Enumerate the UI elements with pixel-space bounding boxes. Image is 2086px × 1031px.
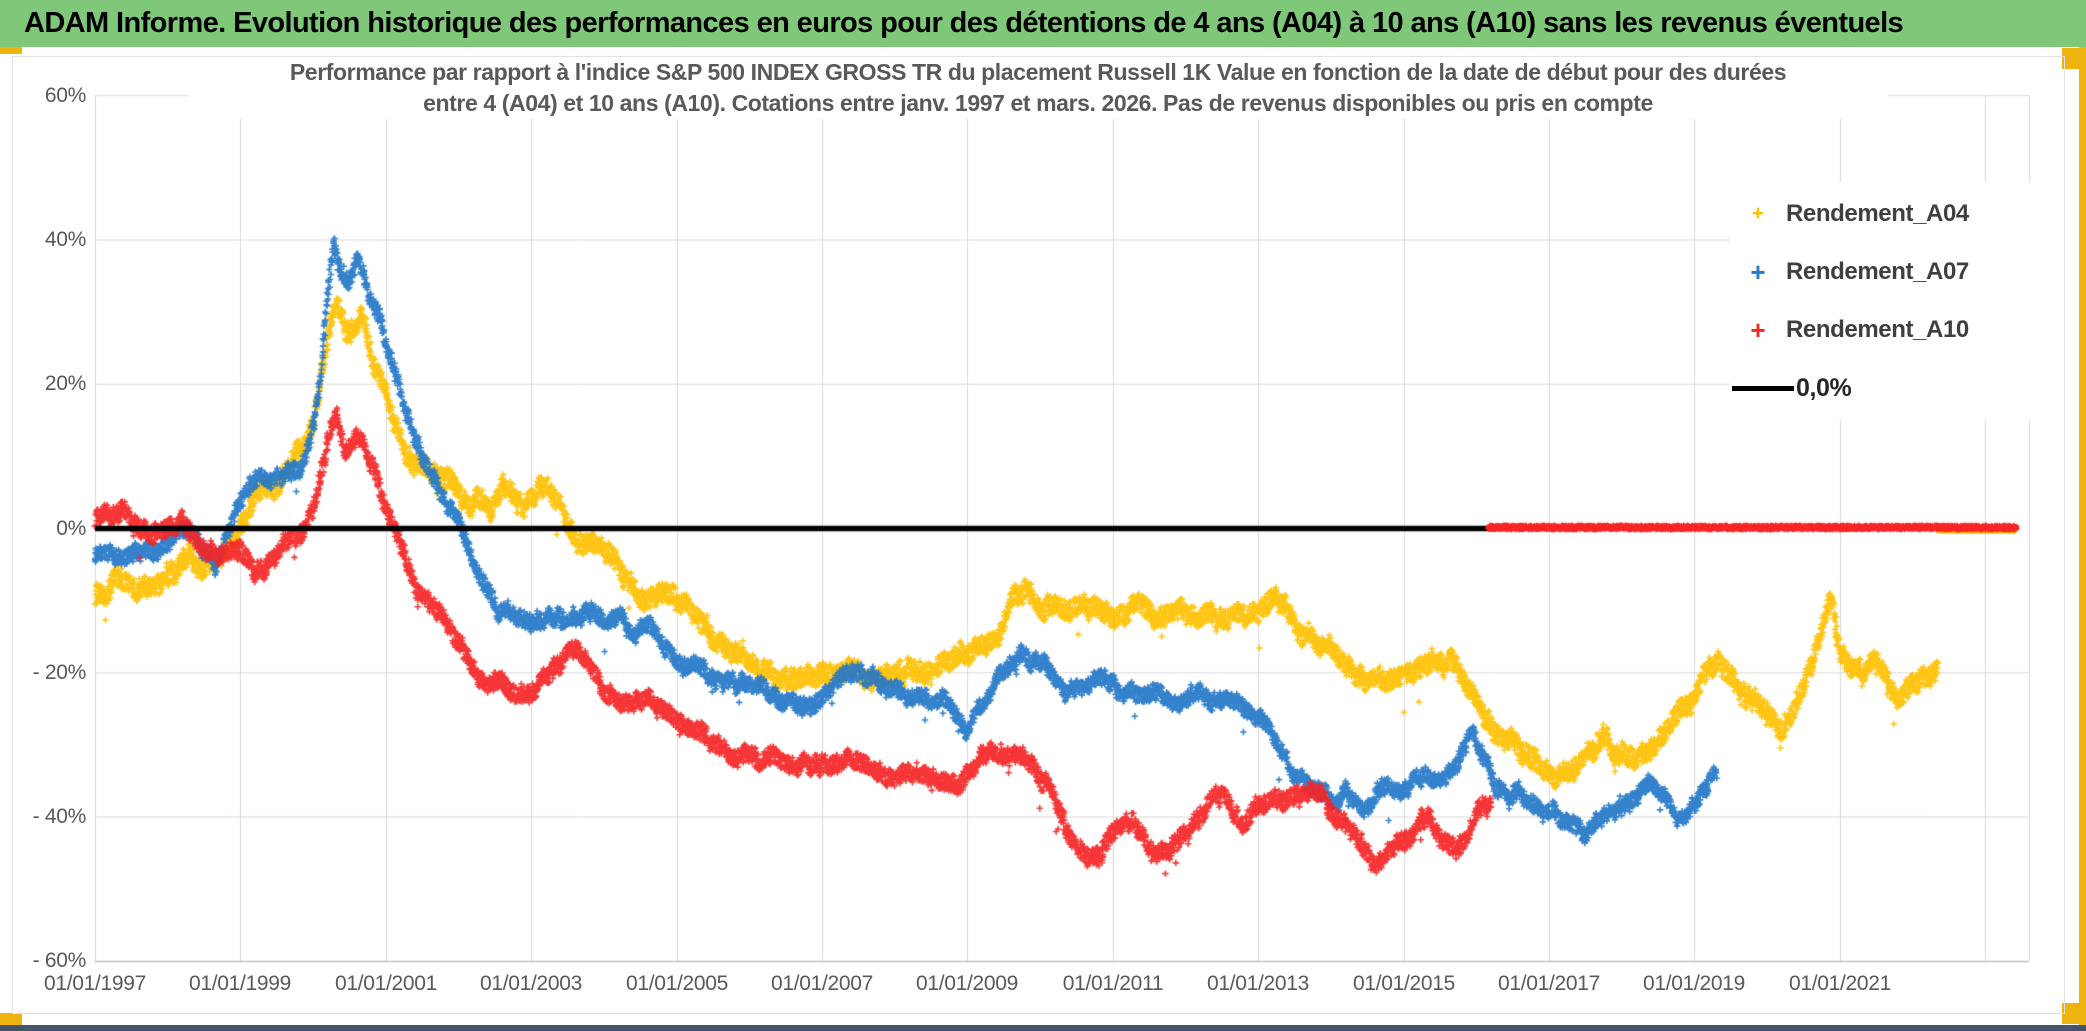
x-tick-label: 01/01/2007 <box>770 972 874 995</box>
x-tick-label: 01/01/1999 <box>188 972 292 995</box>
plus-marker-icon: + <box>1750 257 1766 287</box>
legend-label: Rendement_A07 <box>1786 258 1969 285</box>
y-tick-label: - 60% <box>32 949 87 972</box>
chart-title-line-1: Performance par rapport à l'indice S&P 5… <box>289 59 1787 85</box>
x-tick-label: 01/01/2011 <box>1062 972 1164 995</box>
x-tick-label: 01/01/1997 <box>43 972 147 995</box>
legend-item-rendement-a04: + Rendement_A04 <box>1730 188 2058 240</box>
x-tick-label: 01/01/2019 <box>1642 972 1746 995</box>
legend-label: Rendement_A04 <box>1786 200 1969 227</box>
legend-label: Rendement_A10 <box>1786 316 1969 343</box>
x-tick-label: 01/01/2001 <box>334 972 438 995</box>
plus-marker-icon: + <box>1750 315 1766 345</box>
y-tick-label: 60% <box>44 84 86 107</box>
y-tick-label: - 40% <box>32 805 87 828</box>
legend-label: 0,0% <box>1796 373 1852 402</box>
x-tick-label: 01/01/2005 <box>625 972 729 995</box>
y-tick-label: 40% <box>44 228 86 251</box>
y-tick-label: - 20% <box>32 661 87 684</box>
plus-marker-icon: + <box>1751 202 1765 225</box>
chart-title-line-2: entre 4 (A04) et 10 ans (A10). Cotations… <box>423 90 1653 116</box>
y-tick-label: 20% <box>44 372 86 395</box>
legend-item-zero-line: 0,0% <box>1730 362 2058 414</box>
y-tick-label: 0% <box>56 517 86 540</box>
black-line-icon <box>1732 385 1794 391</box>
legend-item-rendement-a10: + Rendement_A10 <box>1730 304 2058 356</box>
x-tick-label: 01/01/2003 <box>479 972 583 995</box>
x-tick-label: 01/01/2021 <box>1788 972 1892 995</box>
chart-title: Performance par rapport à l'indice S&P 5… <box>188 57 1888 119</box>
x-tick-label: 01/01/2009 <box>915 972 1019 995</box>
x-tick-label: 01/01/2015 <box>1352 972 1456 995</box>
legend: + Rendement_A04 + Rendement_A07 + Rendem… <box>1730 182 2058 420</box>
x-tick-label: 01/01/2017 <box>1497 972 1601 995</box>
legend-item-rendement-a07: + Rendement_A07 <box>1730 246 2058 298</box>
x-tick-label: 01/01/2013 <box>1206 972 1310 995</box>
